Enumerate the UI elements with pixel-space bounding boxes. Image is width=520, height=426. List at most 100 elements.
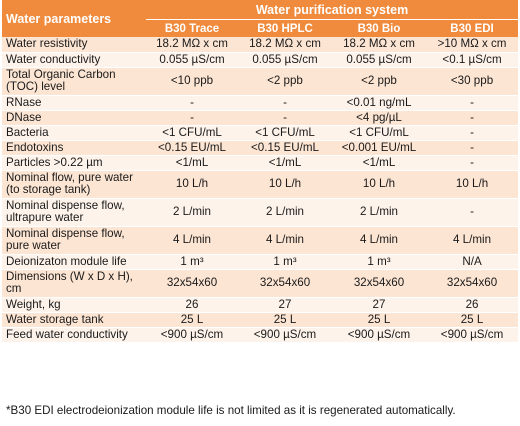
- table-cell: <1/mL: [332, 155, 426, 171]
- table-row: Weight, kg 26 27 27 26: [2, 297, 519, 313]
- table-cell: -: [426, 95, 519, 111]
- table-row: DNase - - <4 pg/µL -: [2, 110, 519, 126]
- table-row: Endotoxins <0.15 EU/mL <0.15 EU/mL <0.001 E…: [2, 140, 519, 156]
- table-cell: <1 CFU/mL: [238, 125, 332, 141]
- table-cell: -: [146, 110, 238, 126]
- row-label: Deionizaton module life: [2, 254, 146, 270]
- table-cell: -: [146, 95, 238, 111]
- table-cell: 0.055 µS/cm: [238, 52, 332, 68]
- row-label: DNase: [2, 110, 146, 126]
- table-row: Dimensions (W x D x H), cm 32x54x60 32x54x…: [2, 269, 519, 298]
- table-cell: 10 L/h: [332, 170, 426, 199]
- table-cell: <2 ppb: [238, 67, 332, 96]
- table-cell: 32x54x60: [238, 269, 332, 298]
- table-row: Feed water conductivity <900 µS/cm <900 µS…: [2, 327, 519, 343]
- column-header-b30-hplc: B30 HPLC: [238, 19, 332, 37]
- table-cell: <900 µS/cm: [238, 327, 332, 343]
- column-header-b30-trace: B30 Trace: [146, 19, 238, 37]
- table-cell: 2 L/min: [238, 198, 332, 227]
- table-cell: 27: [332, 297, 426, 313]
- table-cell: <1 CFU/mL: [146, 125, 238, 141]
- row-label: Feed water conductivity: [2, 327, 146, 343]
- table-row: Water storage tank 25 L 25 L 25 L 25 L: [2, 312, 519, 328]
- table-cell: 25 L: [146, 312, 238, 328]
- table-cell: 4 L/min: [146, 226, 238, 255]
- table-cell: 25 L: [238, 312, 332, 328]
- table-cell: <10 ppb: [146, 67, 238, 96]
- table-cell: <0.15 EU/mL: [146, 140, 238, 156]
- row-label: RNase: [2, 95, 146, 111]
- table-cell: 32x54x60: [426, 269, 519, 298]
- table-cell: 27: [238, 297, 332, 313]
- table-cell: -: [238, 110, 332, 126]
- table-cell: <0.1 µS/cm: [426, 52, 519, 68]
- row-label: Weight, kg: [2, 297, 146, 313]
- table-cell: 18.2 MΩ x cm: [332, 37, 426, 53]
- row-label: Dimensions (W x D x H), cm: [2, 269, 146, 298]
- table-cell: 2 L/min: [332, 198, 426, 227]
- table-row: Nominal dispense flow, pure water 4 L/min…: [2, 226, 519, 255]
- table-cell: 25 L: [426, 312, 519, 328]
- table-row: Water conductivity 0.055 µS/cm 0.055 µS/cm…: [2, 52, 519, 68]
- specs-table: Water parameters Water purification syst…: [2, 0, 519, 343]
- table-cell: 10 L/h: [426, 170, 519, 199]
- row-label: Nominal flow, pure water (to storage tan…: [2, 170, 146, 199]
- row-label: Particles >0.22 µm: [2, 155, 146, 171]
- table-cell: <0.001 EU/mL: [332, 140, 426, 156]
- table-cell: <1/mL: [238, 155, 332, 171]
- table-cell: -: [238, 95, 332, 111]
- table-cell: <900 µS/cm: [332, 327, 426, 343]
- table-cell: -: [426, 125, 519, 141]
- table-cell: <900 µS/cm: [426, 327, 519, 343]
- row-label: Total Organic Carbon (TOC) level: [2, 67, 146, 96]
- table-cell: -: [426, 155, 519, 171]
- table-cell: -: [426, 110, 519, 126]
- table-cell: <4 pg/µL: [332, 110, 426, 126]
- table-row: Water resistivity 18.2 MΩ x cm 18.2 MΩ x c…: [2, 37, 519, 53]
- table-cell: 26: [146, 297, 238, 313]
- row-label: Water resistivity: [2, 37, 146, 53]
- table-row: Total Organic Carbon (TOC) level <10 ppb <…: [2, 67, 519, 96]
- row-label: Bacteria: [2, 125, 146, 141]
- table-cell: <1 CFU/mL: [332, 125, 426, 141]
- table-cell: 32x54x60: [332, 269, 426, 298]
- table-cell: 4 L/min: [332, 226, 426, 255]
- table-row: Deionizaton module life 1 m³ 1 m³ 1 m³ N/A: [2, 254, 519, 270]
- table-row: Bacteria <1 CFU/mL <1 CFU/mL <1 CFU/mL -: [2, 125, 519, 141]
- table-cell: 10 L/h: [146, 170, 238, 199]
- table-row: Nominal flow, pure water (to storage tan…: [2, 170, 519, 199]
- table-cell: <0.01 ng/mL: [332, 95, 426, 111]
- table-cell: 4 L/min: [238, 226, 332, 255]
- row-label: Nominal dispense flow, ultrapure water: [2, 198, 146, 227]
- table-cell: N/A: [426, 254, 519, 270]
- table-cell: 2 L/min: [146, 198, 238, 227]
- param-header: Water parameters: [2, 0, 146, 37]
- table-cell: 0.055 µS/cm: [146, 52, 238, 68]
- table-cell: -: [426, 140, 519, 156]
- row-label: Water storage tank: [2, 312, 146, 328]
- table-cell: 0.055 µS/cm: [332, 52, 426, 68]
- column-header-b30-edi: B30 EDI: [426, 19, 519, 37]
- row-label: Nominal dispense flow, pure water: [2, 226, 146, 255]
- table-cell: 1 m³: [238, 254, 332, 270]
- table-cell: <0.15 EU/mL: [238, 140, 332, 156]
- table-row: Nominal dispense flow, ultrapure water 2 …: [2, 198, 519, 227]
- table-cell: <1/mL: [146, 155, 238, 171]
- table-cell: 26: [426, 297, 519, 313]
- table-cell: -: [426, 198, 519, 227]
- table-cell: <2 ppb: [332, 67, 426, 96]
- table-cell: >10 MΩ x cm: [426, 37, 519, 53]
- row-label: Water conductivity: [2, 52, 146, 68]
- column-header-b30-bio: B30 Bio: [332, 19, 426, 37]
- table-cell: <900 µS/cm: [146, 327, 238, 343]
- footnote: *B30 EDI electrodeionization module life…: [6, 404, 456, 417]
- table-cell: 1 m³: [146, 254, 238, 270]
- table-cell: 4 L/min: [426, 226, 519, 255]
- table-cell: 25 L: [332, 312, 426, 328]
- table-row: RNase - - <0.01 ng/mL -: [2, 95, 519, 111]
- row-label: Endotoxins: [2, 140, 146, 156]
- table-cell: 10 L/h: [238, 170, 332, 199]
- table-cell: <30 ppb: [426, 67, 519, 96]
- table-cell: 18.2 MΩ x cm: [238, 37, 332, 53]
- table-cell: 1 m³: [332, 254, 426, 270]
